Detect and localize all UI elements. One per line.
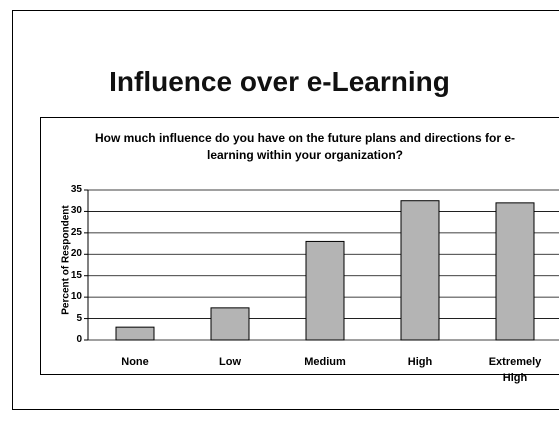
y-tick-label: 0 xyxy=(76,334,82,345)
chart-title: How much influence do you have on the fu… xyxy=(94,131,516,162)
y-tick-label: 35 xyxy=(70,184,82,195)
x-tick-label: Extremely High xyxy=(488,356,542,384)
bar xyxy=(400,200,440,341)
x-tick-label: Medium xyxy=(304,356,346,368)
x-tick-label: Low xyxy=(219,356,241,368)
x-tick-label: None xyxy=(121,356,149,368)
chart-box xyxy=(40,117,559,375)
y-tick-label: 5 xyxy=(76,312,82,324)
bar xyxy=(210,307,250,341)
x-tick-label: High xyxy=(407,356,433,368)
y-tick-label: 15 xyxy=(70,269,82,281)
slide-frame xyxy=(12,10,559,410)
y-tick-label: 25 xyxy=(70,226,82,238)
bar xyxy=(305,240,345,341)
slide-title: Influence over e-Learning xyxy=(109,66,450,97)
y-tick-label: 10 xyxy=(70,291,82,303)
bar xyxy=(115,326,155,341)
y-tick-label: 20 xyxy=(70,248,82,260)
bar xyxy=(495,202,535,341)
y-tick-label: 30 xyxy=(70,205,82,217)
